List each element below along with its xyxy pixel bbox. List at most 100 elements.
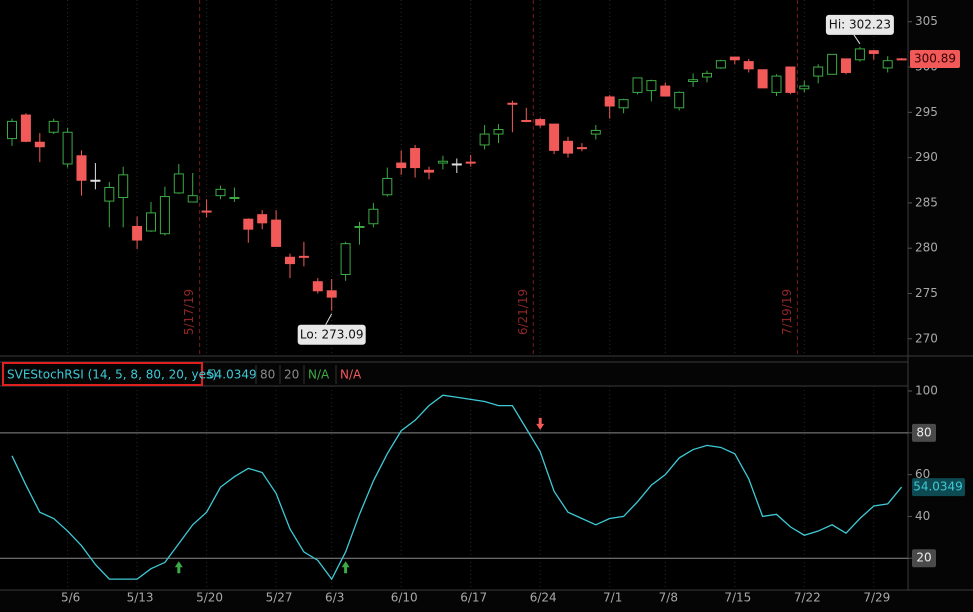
candle-body <box>62 131 73 165</box>
y-tick-label: 290 <box>915 150 938 164</box>
candle-body <box>479 133 490 146</box>
candle-body <box>326 290 337 298</box>
study-line <box>11 394 903 581</box>
candle-body <box>173 173 184 194</box>
callout-text: Hi: 302.23 <box>829 17 891 31</box>
candle-body <box>841 58 851 73</box>
expiration-label: 5/17/19 <box>182 289 196 335</box>
callout-box <box>825 14 894 35</box>
y-tick-label: 295 <box>915 105 938 119</box>
header-level: 20 <box>284 368 299 382</box>
level-tick-box <box>912 549 936 568</box>
candle-body <box>535 119 546 126</box>
candle-body <box>465 161 476 164</box>
candle-body <box>229 196 240 199</box>
candle-body <box>743 61 754 70</box>
y2-tick-label: 40 <box>915 509 930 523</box>
candle-body <box>827 53 838 75</box>
y2-tick-label: 80 <box>916 425 931 439</box>
study-highlight <box>2 362 203 386</box>
candle-body <box>215 188 226 197</box>
candle-body <box>146 212 156 232</box>
candle-body <box>118 174 129 198</box>
candle-body <box>132 225 143 241</box>
candle-body <box>868 50 879 54</box>
last-value: 54.0349 <box>913 480 963 494</box>
candle-body <box>34 141 45 148</box>
y-tick-label: 285 <box>915 195 938 209</box>
candle-body <box>424 169 434 173</box>
y2-tick-label: 20 <box>916 551 931 565</box>
last-value-box <box>912 478 965 497</box>
y-tick-label: 280 <box>915 241 938 255</box>
x-tick-label: 7/29 <box>863 591 890 605</box>
x-tick-label: 7/8 <box>659 591 678 605</box>
candle-body <box>576 147 587 150</box>
header-value: 54.0349 <box>207 368 257 382</box>
candle-body <box>437 160 448 164</box>
expiration-label: 7/19/19 <box>780 289 794 335</box>
candle-body <box>646 80 657 92</box>
x-tick-label: 6/3 <box>325 591 344 605</box>
candle-body <box>382 177 393 196</box>
candle-body <box>76 155 87 181</box>
candle-body <box>90 179 101 182</box>
candle-body <box>451 163 462 166</box>
candle-body <box>285 256 295 265</box>
level-tick-box <box>912 423 936 442</box>
candle-body <box>632 77 643 93</box>
candle-body <box>729 56 740 61</box>
candle-body <box>159 196 170 235</box>
buy-arrow <box>174 561 183 574</box>
candle-body <box>20 114 31 142</box>
study-plot <box>0 386 908 590</box>
callout-text: Lo: 273.09 <box>300 327 364 341</box>
x-tick-label: 5/20 <box>196 591 223 605</box>
candle-body <box>521 119 532 122</box>
candle-body <box>702 72 712 78</box>
candle-body <box>271 219 282 247</box>
last-price-box <box>910 49 960 68</box>
x-tick-label: 5/27 <box>266 591 293 605</box>
y-tick-label: 270 <box>915 331 938 345</box>
candle-body <box>882 60 893 69</box>
callout-pointer <box>853 34 861 45</box>
header-status: N/A <box>308 368 330 382</box>
candle-body <box>410 148 421 169</box>
price-plot <box>0 0 908 356</box>
x-tick-label: 7/22 <box>794 591 821 605</box>
header-level: 80 <box>260 368 275 382</box>
candle-body <box>187 195 198 203</box>
sell-arrow <box>536 417 545 430</box>
candle-body <box>590 129 601 135</box>
y-tick-label: 305 <box>915 14 938 28</box>
candle-body <box>854 48 865 61</box>
candle-body <box>771 75 782 93</box>
study-name[interactable]: SVEStochRSI (14, 5, 8, 80, 20, yes) <box>7 368 217 382</box>
candle-body <box>715 60 726 69</box>
candle-body <box>396 162 407 169</box>
x-tick-label: 6/24 <box>530 591 557 605</box>
candle-body <box>799 85 810 90</box>
expiration-label: 6/21/19 <box>516 289 530 335</box>
y-tick-label: 275 <box>915 286 938 300</box>
candle-body <box>618 99 629 109</box>
y2-tick-label: 100 <box>915 384 938 398</box>
candle-body <box>563 140 573 154</box>
y2-tick-label: 60 <box>915 467 930 481</box>
candle-body <box>354 225 365 228</box>
candle-body <box>340 243 351 275</box>
candle-body <box>785 66 796 93</box>
candle-body <box>688 79 699 83</box>
x-tick-label: 5/13 <box>127 591 154 605</box>
candle-body <box>549 123 560 151</box>
candle-body <box>604 96 615 107</box>
candle-body <box>896 58 907 61</box>
candle-body <box>660 85 671 97</box>
callout-pointer <box>325 313 333 326</box>
x-tick-label: 6/10 <box>391 591 418 605</box>
callout-box <box>297 324 366 345</box>
x-tick-label: 7/1 <box>603 591 622 605</box>
